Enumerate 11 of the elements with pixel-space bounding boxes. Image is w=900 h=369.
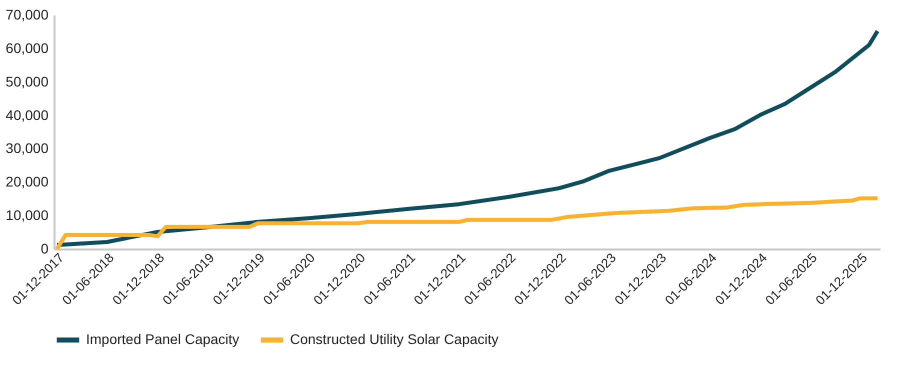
y-tick-label: 20,000 (6, 174, 49, 190)
y-tick-label: 40,000 (6, 106, 49, 123)
legend-label: Constructed Utility Solar Capacity (290, 331, 499, 347)
y-tick-label: 50,000 (6, 73, 49, 90)
y-tick-label: 30,000 (6, 140, 49, 156)
y-tick-label: 10,000 (6, 207, 49, 224)
line-series (55, 29, 880, 247)
y-tick-label: 0 (40, 240, 49, 256)
legend-label: Imported Panel Capacity (86, 331, 240, 347)
y-tick-label: 70,000 (6, 6, 49, 22)
y-tick-label: 60,000 (6, 40, 49, 56)
